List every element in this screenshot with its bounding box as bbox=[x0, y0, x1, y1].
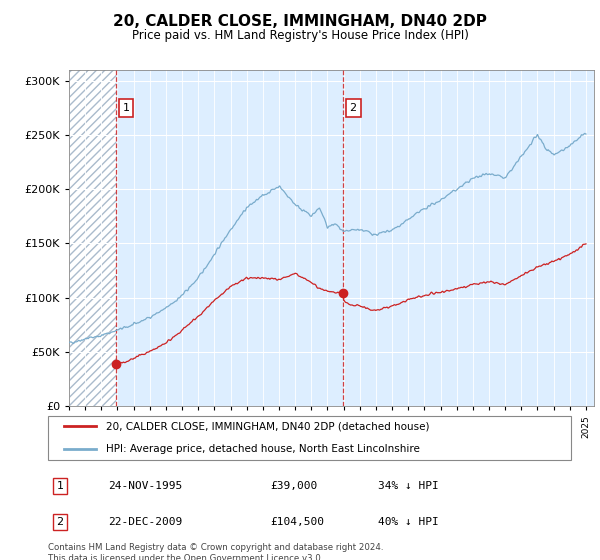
Text: 20, CALDER CLOSE, IMMINGHAM, DN40 2DP (detached house): 20, CALDER CLOSE, IMMINGHAM, DN40 2DP (d… bbox=[106, 421, 430, 431]
Bar bbox=[69, 70, 116, 406]
Text: £39,000: £39,000 bbox=[270, 481, 317, 491]
Text: 34% ↓ HPI: 34% ↓ HPI bbox=[378, 481, 439, 491]
Text: 2: 2 bbox=[350, 103, 357, 113]
Text: 24-NOV-1995: 24-NOV-1995 bbox=[108, 481, 182, 491]
Text: 1: 1 bbox=[122, 103, 130, 113]
Text: 1: 1 bbox=[56, 481, 64, 491]
FancyBboxPatch shape bbox=[48, 416, 571, 460]
Text: 2: 2 bbox=[56, 517, 64, 527]
Bar bbox=[116, 70, 594, 406]
Text: 20, CALDER CLOSE, IMMINGHAM, DN40 2DP: 20, CALDER CLOSE, IMMINGHAM, DN40 2DP bbox=[113, 14, 487, 29]
Text: Price paid vs. HM Land Registry's House Price Index (HPI): Price paid vs. HM Land Registry's House … bbox=[131, 29, 469, 42]
Text: 40% ↓ HPI: 40% ↓ HPI bbox=[378, 517, 439, 527]
Text: Contains HM Land Registry data © Crown copyright and database right 2024.
This d: Contains HM Land Registry data © Crown c… bbox=[48, 543, 383, 560]
Text: HPI: Average price, detached house, North East Lincolnshire: HPI: Average price, detached house, Nort… bbox=[106, 444, 420, 454]
Text: £104,500: £104,500 bbox=[270, 517, 324, 527]
Text: 22-DEC-2009: 22-DEC-2009 bbox=[108, 517, 182, 527]
